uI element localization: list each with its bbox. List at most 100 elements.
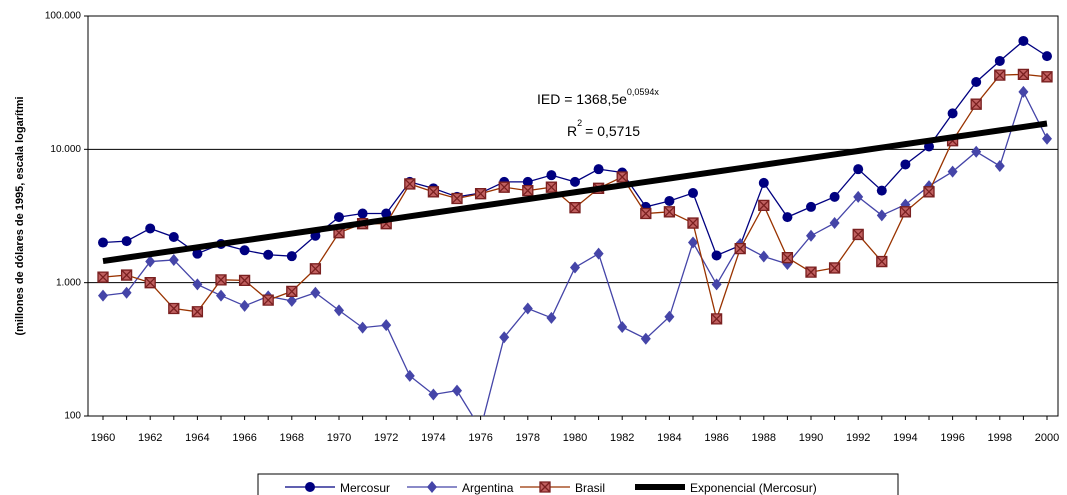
x-tick-label: 1976: [468, 432, 492, 444]
marker: [98, 237, 108, 248]
marker: [546, 311, 557, 324]
marker: [238, 274, 251, 287]
marker: [994, 69, 1006, 81]
marker: [145, 255, 156, 268]
x-tick-label: 1982: [610, 432, 634, 444]
marker: [192, 278, 203, 291]
marker: [216, 289, 226, 302]
marker: [570, 176, 580, 187]
x-tick-label: 1990: [799, 432, 823, 444]
marker: [191, 306, 204, 318]
marker: [357, 208, 368, 219]
marker: [428, 388, 439, 401]
marker: [593, 164, 604, 175]
marker: [309, 263, 322, 275]
marker: [994, 159, 1005, 172]
marker: [687, 217, 699, 229]
marker: [711, 278, 722, 291]
marker: [1018, 85, 1029, 98]
marker: [994, 55, 1005, 66]
marker: [239, 245, 250, 256]
x-tick-label: 1994: [893, 432, 917, 444]
marker: [664, 195, 675, 206]
plot-area: [87, 15, 1059, 417]
marker: [734, 242, 746, 255]
marker: [121, 286, 132, 299]
y-tick-label: 10.000: [50, 144, 81, 155]
x-tick-label: 1992: [846, 432, 870, 444]
x-tick-label: 1974: [421, 432, 445, 444]
x-tick-label: 1970: [327, 432, 351, 444]
marker: [404, 369, 415, 382]
marker: [239, 299, 250, 312]
marker: [522, 302, 533, 315]
marker: [971, 145, 982, 158]
marker: [1042, 51, 1052, 62]
x-tick-label: 1988: [752, 432, 776, 444]
annotation: R2 = 0,5715: [567, 118, 640, 138]
x-tick-label: 1964: [185, 432, 209, 444]
marker: [617, 321, 628, 334]
x-tick-label: 1978: [516, 432, 540, 444]
y-axis-label: (millones de dólares de 1995, escala log…: [14, 96, 26, 335]
x-tick-label: 1968: [280, 432, 304, 444]
marker: [853, 190, 864, 203]
marker: [121, 236, 132, 247]
legend-label: Mercosur: [340, 481, 390, 495]
marker: [640, 332, 651, 345]
marker: [404, 178, 416, 190]
legend-label: Brasil: [575, 481, 605, 495]
y-tick-label: 100.000: [45, 11, 82, 22]
marker: [498, 181, 510, 193]
marker: [899, 206, 912, 218]
marker: [145, 223, 156, 234]
marker: [710, 313, 723, 325]
marker: [334, 212, 344, 223]
x-tick-label: 1960: [91, 432, 115, 444]
marker: [971, 76, 982, 87]
marker: [305, 482, 315, 492]
marker: [569, 202, 581, 214]
marker: [852, 228, 864, 241]
marker: [828, 262, 841, 274]
marker: [853, 164, 864, 175]
marker: [947, 165, 958, 178]
marker: [876, 185, 887, 196]
y-tick-label: 100: [64, 411, 81, 422]
marker: [593, 247, 604, 260]
marker: [98, 289, 108, 302]
marker: [168, 302, 180, 315]
marker: [334, 304, 344, 317]
marker: [97, 271, 109, 283]
marker: [357, 321, 368, 334]
marker: [474, 188, 487, 200]
marker: [640, 207, 652, 220]
marker: [781, 252, 794, 264]
x-tick-label: 2000: [1035, 432, 1059, 444]
marker: [539, 481, 551, 493]
marker: [168, 253, 179, 266]
marker: [829, 217, 840, 230]
legend-label: Exponencial (Mercosur): [690, 481, 817, 495]
marker: [452, 384, 462, 397]
legend: [257, 473, 899, 495]
trend-line: [102, 120, 1048, 265]
marker: [546, 170, 557, 181]
marker: [427, 186, 440, 198]
marker: [1017, 68, 1030, 81]
x-tick-label: 1966: [232, 432, 256, 444]
marker: [663, 206, 676, 218]
marker: [805, 266, 817, 278]
x-tick-label: 1980: [563, 432, 587, 444]
legend-label: Argentina: [462, 481, 514, 495]
y-tick-label: 1.000: [56, 277, 81, 288]
marker: [782, 212, 793, 223]
marker: [664, 310, 675, 323]
annotation: IED = 1368,5e0,0594x: [537, 87, 659, 106]
marker: [522, 184, 534, 197]
marker: [806, 201, 816, 212]
marker: [876, 255, 888, 268]
marker: [1041, 71, 1053, 83]
marker: [970, 98, 982, 110]
marker: [451, 192, 463, 205]
